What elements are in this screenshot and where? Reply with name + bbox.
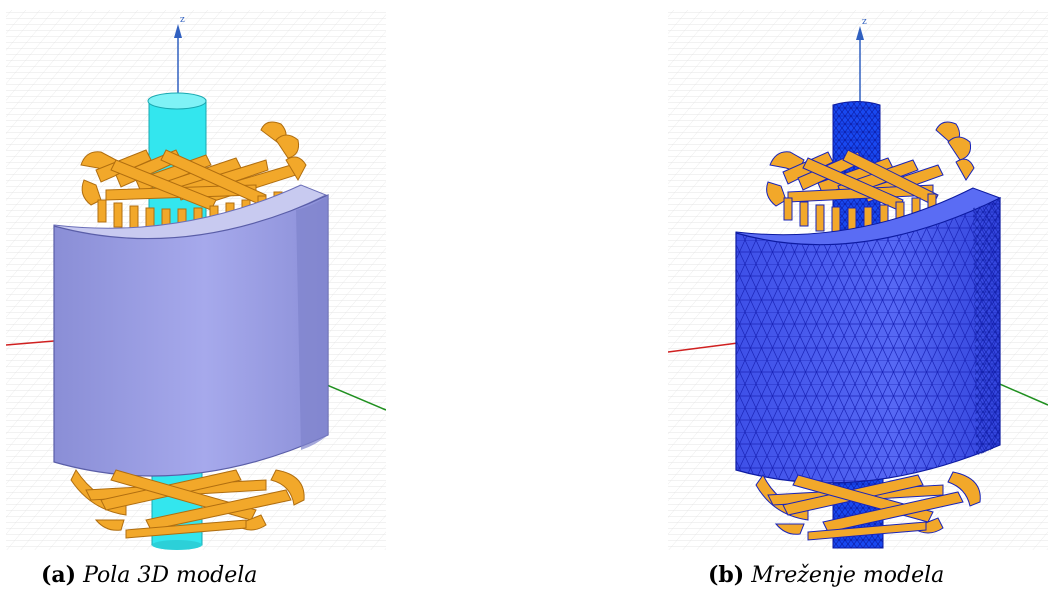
caption-a: (a) Pola 3D modela bbox=[41, 562, 257, 588]
caption-a-label: (a) bbox=[41, 562, 77, 588]
z-axis-label: z bbox=[180, 15, 185, 25]
z-axis-arrow bbox=[856, 26, 864, 40]
stator-core bbox=[735, 197, 1001, 484]
caption-a-text: Pola 3D modela bbox=[83, 563, 258, 588]
caption-b-text: Mreženje modela bbox=[751, 563, 945, 588]
x-axis-line bbox=[668, 342, 739, 353]
model-3d-render: z bbox=[6, 10, 386, 550]
stator-core bbox=[53, 194, 329, 477]
end-winding-bottom bbox=[755, 471, 981, 541]
end-winding-bottom bbox=[70, 469, 305, 539]
figure-b-viewport: z bbox=[668, 0, 1048, 560]
z-axis-label: z bbox=[862, 17, 867, 27]
model-mesh-render: z bbox=[668, 10, 1048, 550]
end-winding-top bbox=[80, 121, 307, 237]
figure-a-viewport: z bbox=[6, 0, 386, 560]
end-winding-top bbox=[766, 121, 975, 236]
caption-b-label: (b) bbox=[708, 562, 745, 588]
z-axis-arrow bbox=[174, 24, 182, 38]
caption-b: (b) Mreženje modela bbox=[708, 562, 944, 588]
